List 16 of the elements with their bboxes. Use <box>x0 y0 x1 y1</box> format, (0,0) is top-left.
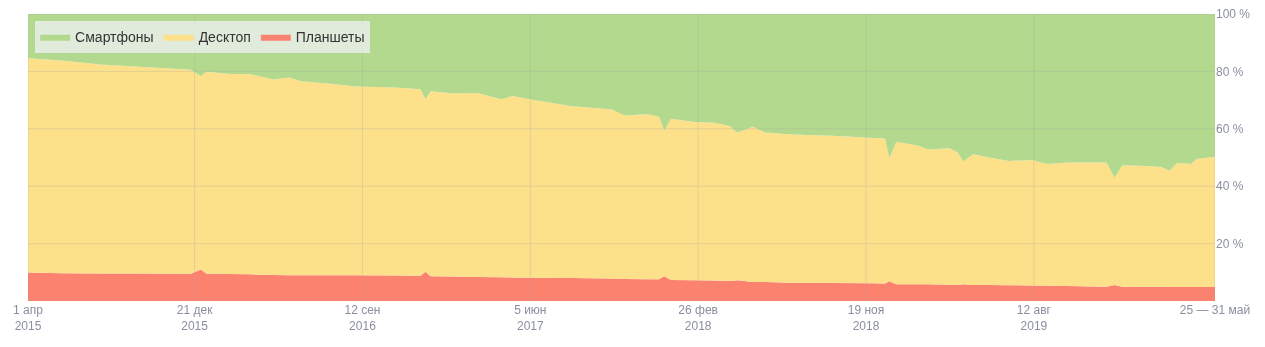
y-tick-label: 100 % <box>1216 7 1251 22</box>
y-tick-label: 80 % <box>1216 64 1244 79</box>
legend-label: Планшеты <box>295 29 365 46</box>
legend-label: Десктоп <box>198 29 251 46</box>
x-tick-label: 26 фев 2018 <box>678 303 718 333</box>
y-tick-label: 20 % <box>1216 236 1244 251</box>
x-tick-label: 5 июн 2017 <box>514 303 547 333</box>
x-tick-label: 25 — 31 май <box>1179 303 1251 317</box>
y-tick-label: 40 % <box>1216 179 1244 194</box>
x-tick-label: 12 сен 2016 <box>344 303 381 333</box>
x-tick-label: 12 авг 2019 <box>1016 303 1052 333</box>
x-tick-label: 21 дек 2015 <box>176 303 214 333</box>
x-tick-label: 1 апр 2015 <box>13 303 44 333</box>
y-tick-label: 60 % <box>1216 122 1244 136</box>
legend-label: Смартфоны <box>75 29 154 46</box>
x-tick-label: 19 ноя 2018 <box>847 303 885 333</box>
